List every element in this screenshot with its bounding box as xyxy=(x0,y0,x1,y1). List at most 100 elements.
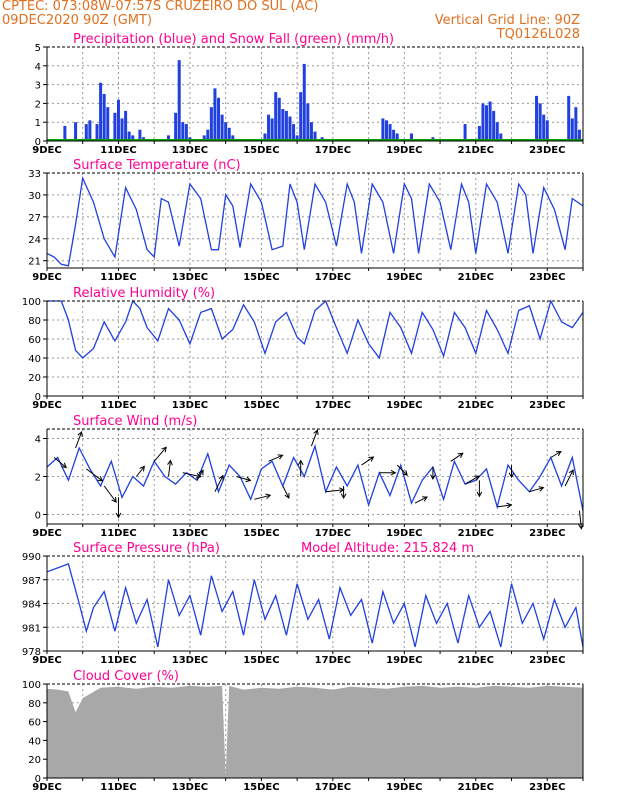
precip-bar xyxy=(535,95,539,141)
wind-arrow xyxy=(236,476,251,481)
x-tick-label: 21DEC xyxy=(458,272,494,283)
x-tick-label: 17DEC xyxy=(315,528,351,539)
precip-bar xyxy=(131,135,135,141)
x-tick-label: 19DEC xyxy=(386,400,422,411)
precip-bar xyxy=(384,120,388,141)
wind-arrow-head xyxy=(297,459,304,466)
precip-bar xyxy=(274,92,278,141)
header-model: TQ0126L028 xyxy=(496,27,580,42)
wind-arrow xyxy=(196,470,204,481)
wind-arrow xyxy=(135,466,145,477)
header-grid-line: Vertical Grid Line: 90Z xyxy=(434,13,580,28)
precip-bar xyxy=(542,114,546,141)
wind-arrow-head xyxy=(167,459,173,466)
x-tick-label: 9DEC xyxy=(32,782,61,793)
precip-bar xyxy=(302,63,306,141)
header-date: 09DEC2020 90Z (GMT) xyxy=(2,13,153,28)
wind-arrow-head xyxy=(340,493,347,500)
wind-arrow xyxy=(75,431,83,449)
x-tick-label: 15DEC xyxy=(243,528,279,539)
y-tick-label: 984 xyxy=(22,600,41,611)
wind-arrow xyxy=(361,456,374,466)
x-tick-label: 21DEC xyxy=(458,528,494,539)
precip-bar xyxy=(116,99,120,141)
wind-arrow xyxy=(310,429,318,447)
wind-arrow-head xyxy=(368,456,375,462)
precip-bar xyxy=(120,118,124,141)
y-tick-label: 978 xyxy=(22,647,41,658)
precip-bar xyxy=(113,112,117,141)
wind-arrow-head xyxy=(506,502,513,509)
panel-background xyxy=(47,47,583,141)
y-tick-label: 2 xyxy=(35,99,41,110)
y-tick-label: 2 xyxy=(35,473,41,484)
panel-title: Surface Pressure (hPa) xyxy=(73,541,220,556)
wind-arrow xyxy=(167,460,171,477)
x-tick-label: 15DEC xyxy=(243,655,279,666)
x-tick-label: 19DEC xyxy=(386,272,422,283)
wind-arrow xyxy=(86,468,103,482)
precip-bar xyxy=(306,103,310,141)
x-tick-label: 13DEC xyxy=(172,272,208,283)
x-tick-label: 21DEC xyxy=(458,145,494,156)
precip-bar xyxy=(74,122,78,141)
precip-bar xyxy=(95,124,99,141)
y-tick-label: 60 xyxy=(28,335,41,346)
header-station: CPTEC: 073:08W-07:57S CRUZEIRO DO SUL (A… xyxy=(2,0,319,14)
wind-arrow-head xyxy=(218,474,224,481)
x-tick-label: 9DEC xyxy=(32,272,61,283)
x-tick-label: 9DEC xyxy=(32,655,61,666)
precip-bar xyxy=(499,133,503,141)
precip-bar xyxy=(485,105,489,141)
x-tick-label: 23DEC xyxy=(529,655,565,666)
precip-bar xyxy=(270,118,274,141)
precip-bar xyxy=(217,97,221,141)
y-tick-label: 0 xyxy=(35,137,41,148)
precip-bar xyxy=(574,107,578,141)
precip-bar xyxy=(545,120,549,141)
precip-bar xyxy=(284,110,288,141)
panel-background xyxy=(47,301,583,396)
precip-bar xyxy=(181,122,185,141)
wind-arrow xyxy=(214,475,224,492)
x-tick-label: 17DEC xyxy=(315,655,351,666)
x-tick-label: 21DEC xyxy=(458,782,494,793)
x-tick-label: 21DEC xyxy=(458,655,494,666)
y-tick-label: 80 xyxy=(28,699,41,710)
x-tick-label: 17DEC xyxy=(315,145,351,156)
precip-bar xyxy=(206,129,210,141)
precip-bar xyxy=(395,133,399,141)
x-tick-label: 21DEC xyxy=(458,400,494,411)
wind-arrow-head xyxy=(476,491,483,498)
y-tick-label: 990 xyxy=(22,552,41,563)
wind-arrow-head xyxy=(430,474,436,481)
precip-bar xyxy=(220,114,224,141)
precip-bar xyxy=(84,124,88,141)
precip-bar xyxy=(488,101,492,141)
wind-arrow-head xyxy=(390,469,397,476)
x-tick-label: 11DEC xyxy=(100,145,136,156)
wind-arrow-head xyxy=(508,472,515,479)
precip-bar xyxy=(267,114,271,141)
x-tick-label: 15DEC xyxy=(243,400,279,411)
wind-arrow-head xyxy=(265,493,272,500)
wind-arrow xyxy=(578,510,582,529)
wind-arrow-head xyxy=(457,452,464,458)
precip-bar xyxy=(99,82,103,141)
wind-arrow-head xyxy=(568,469,574,476)
x-tick-label: 9DEC xyxy=(32,528,61,539)
precip-bar xyxy=(127,131,131,141)
x-tick-label: 19DEC xyxy=(386,782,422,793)
wind-arrow-head xyxy=(422,496,428,502)
series-line xyxy=(46,175,584,267)
wind-arrow-head xyxy=(538,486,545,492)
precip-bar xyxy=(202,135,206,141)
precip-bar xyxy=(409,133,413,141)
wind-arrow xyxy=(550,451,562,458)
precip-bar xyxy=(277,97,281,141)
x-tick-label: 13DEC xyxy=(172,655,208,666)
wind-arrow-head xyxy=(161,446,167,453)
wind-arrow xyxy=(564,469,574,487)
wind-arrow-head xyxy=(97,476,104,482)
